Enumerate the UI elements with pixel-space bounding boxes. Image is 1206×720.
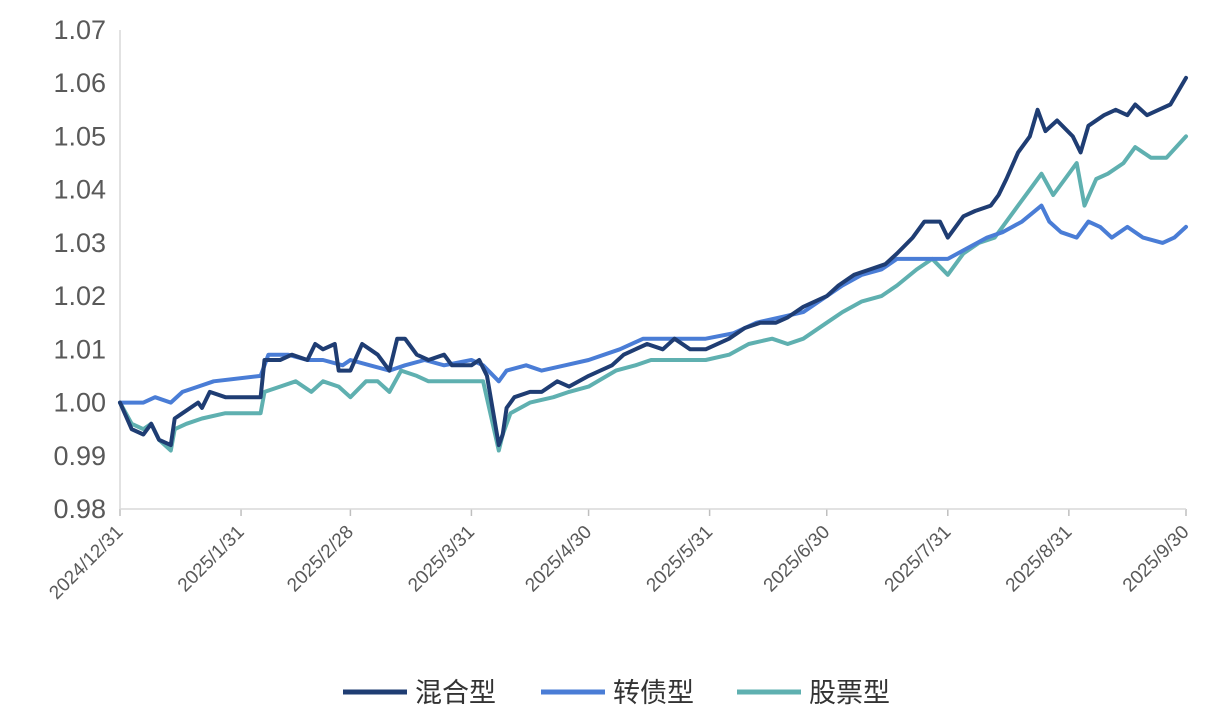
x-tick-label: 2025/2/28 [283, 522, 358, 597]
series-line [118, 203, 1188, 405]
y-tick-label: 1.01 [53, 334, 106, 364]
legend-label: 转债型 [613, 678, 694, 709]
y-tick-label: 0.99 [53, 441, 106, 471]
series-line [118, 134, 1188, 453]
x-tick-label: 2025/8/31 [1002, 522, 1077, 597]
y-tick-label: 1.04 [53, 175, 106, 205]
y-tick-label: 1.05 [53, 121, 106, 151]
y-tick-label: 1.03 [53, 228, 106, 258]
x-tick-label: 2025/7/31 [881, 522, 956, 597]
x-tick-label: 2025/6/30 [760, 522, 835, 597]
series-lines [118, 75, 1188, 453]
y-tick-label: 1.00 [53, 388, 106, 418]
x-tick-label: 2025/9/30 [1119, 522, 1194, 597]
x-tick-label: 2025/3/31 [404, 522, 479, 597]
series-line [118, 75, 1188, 448]
y-axis-ticks: 0.98 0.99 1.00 1.01 1.02 1.03 1.04 1.05 1.06 1.07 [53, 15, 106, 524]
legend-label: 股票型 [809, 678, 890, 709]
y-tick-label: 0.98 [53, 494, 106, 524]
y-tick-label: 1.06 [53, 68, 106, 98]
x-tick-label: 2025/5/31 [643, 522, 718, 597]
y-tick-label: 1.02 [53, 281, 106, 311]
axes [119, 30, 1186, 510]
x-tick-label: 2025/4/30 [521, 522, 596, 597]
x-tick-label: 2024/12/31 [45, 522, 127, 604]
x-tick-label: 2025/1/31 [174, 522, 249, 597]
x-axis-ticks: 2024/12/31 2025/1/31 2025/2/28 2025/3/31 202… [45, 509, 1194, 604]
y-tick-label: 1.07 [53, 15, 106, 45]
legend-label: 混合型 [415, 678, 496, 709]
legend: 混合型 转债型 股票型 [343, 678, 890, 709]
